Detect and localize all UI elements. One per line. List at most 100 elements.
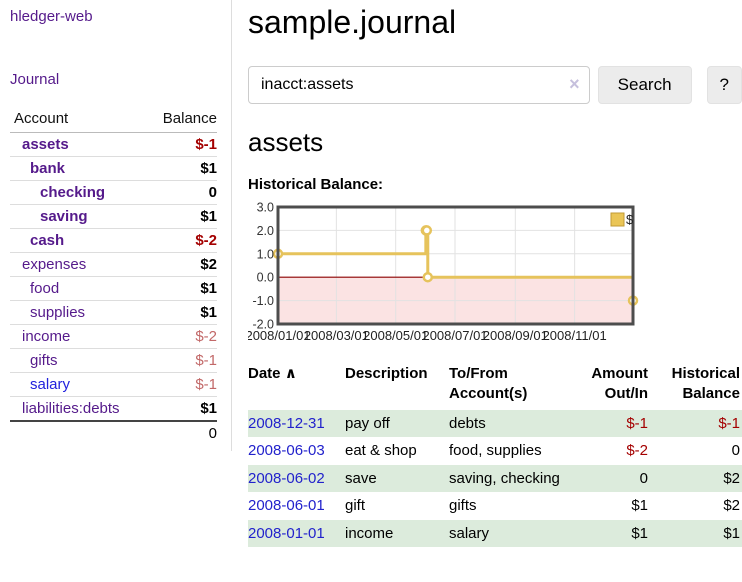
- account-row: liabilities:debts $1: [10, 396, 217, 421]
- account-link[interactable]: liabilities:debts: [22, 400, 120, 417]
- account-balance: $1: [145, 276, 217, 301]
- transaction-date-link[interactable]: 2008-01-01: [248, 524, 325, 542]
- register-header-balance: Historical Balance: [671, 365, 740, 403]
- transaction-accounts: salary: [449, 524, 490, 542]
- transaction-row: 2008-06-03 eat & shop food, supplies $-2…: [248, 437, 742, 465]
- transaction-row: 2008-12-31 pay off debts $-1 $-1: [248, 409, 742, 437]
- transaction-row: 2008-06-01 gift gifts $1 $2: [248, 492, 742, 520]
- account-balance: $-2: [145, 324, 217, 349]
- account-row: cash $-2: [10, 228, 217, 253]
- svg-text:-1.0: -1.0: [252, 294, 274, 308]
- account-balance: $-2: [145, 228, 217, 253]
- account-link[interactable]: expenses: [22, 256, 87, 273]
- register-header-accounts: To/From Account(s): [449, 365, 528, 403]
- transaction-accounts: food, supplies: [449, 442, 542, 459]
- accounts-total-spacer: [10, 420, 146, 445]
- account-row: saving $1: [10, 204, 217, 229]
- help-button[interactable]: ?: [706, 66, 742, 104]
- transaction-description: gift: [345, 497, 366, 514]
- account-row: assets $-1: [10, 133, 217, 157]
- account-balance: $1: [145, 204, 217, 229]
- transaction-description: eat & shop: [345, 442, 417, 459]
- account-link[interactable]: checking: [40, 184, 106, 201]
- transaction-description: save: [345, 469, 377, 487]
- svg-text:3.0: 3.0: [257, 202, 274, 215]
- account-link[interactable]: supplies: [30, 304, 86, 321]
- svg-text:2008/07/01: 2008/07/01: [422, 328, 487, 343]
- svg-text:2008/03/01: 2008/03/01: [304, 328, 369, 343]
- account-link[interactable]: saving: [40, 208, 88, 225]
- transaction-balance: $2: [723, 469, 740, 487]
- account-row: income $-2: [10, 324, 217, 349]
- register-header-row: Date ∧ Description To/From Account(s) Am…: [248, 361, 742, 410]
- accounts-header-balance: Balance: [145, 107, 217, 133]
- transaction-description: pay off: [345, 414, 390, 432]
- account-balance: $-1: [145, 372, 217, 397]
- account-row: bank $1: [10, 156, 217, 181]
- app-title-link[interactable]: hledger-web: [10, 8, 93, 25]
- account-link[interactable]: cash: [30, 232, 65, 249]
- account-balance: $2: [145, 252, 217, 277]
- sidebar-item-journal[interactable]: Journal: [10, 71, 60, 88]
- account-link[interactable]: assets: [22, 136, 69, 153]
- search-input[interactable]: [248, 66, 590, 104]
- transaction-date-link[interactable]: 2008-12-31: [248, 414, 325, 432]
- transaction-row: 2008-06-02 save saving, checking 0 $2: [248, 464, 742, 492]
- sort-asc-icon: ∧: [284, 365, 297, 382]
- transaction-balance: $-1: [718, 414, 740, 432]
- svg-text:2008/11/01: 2008/11/01: [543, 328, 607, 343]
- hledger-web-app: hledger-web Journal Account Balance asse…: [0, 0, 742, 547]
- transaction-date-link[interactable]: 2008-06-03: [248, 442, 325, 459]
- historical-balance-chart: $3.0 2.0 1.0 0.0 -1.0 -2.0 2008/01/01 2008/03/0…: [245, 201, 742, 348]
- transaction-date-link[interactable]: 2008-06-02: [248, 469, 325, 487]
- search-button[interactable]: Search: [597, 66, 692, 104]
- register-header-description: Description: [345, 365, 428, 382]
- account-row: gifts $-1: [10, 348, 217, 373]
- account-balance: $1: [145, 156, 217, 181]
- account-link[interactable]: gifts: [30, 352, 58, 369]
- accounts-table: Account Balance assets $-1 bank $1 check…: [10, 107, 217, 445]
- search-input-wrap: ×: [248, 66, 590, 104]
- accounts-header-row: Account Balance: [10, 107, 217, 133]
- transaction-balance: $2: [723, 497, 740, 514]
- transaction-balance: 0: [731, 442, 740, 459]
- clear-search-icon[interactable]: ×: [569, 74, 580, 94]
- search-form: × Search ?: [248, 66, 742, 104]
- transaction-amount: $-1: [626, 414, 648, 432]
- svg-text:2008/09/01: 2008/09/01: [483, 328, 548, 343]
- account-heading: assets: [248, 127, 324, 157]
- svg-text:2.0: 2.0: [257, 224, 274, 238]
- sidebar: hledger-web Journal Account Balance asse…: [0, 0, 232, 451]
- svg-text:2008/01/01: 2008/01/01: [248, 328, 311, 343]
- svg-text:-2.0: -2.0: [252, 318, 274, 332]
- transaction-accounts: debts: [449, 414, 486, 432]
- account-balance: $1: [145, 300, 217, 325]
- account-row: salary $-1: [10, 372, 217, 397]
- transaction-date-link[interactable]: 2008-06-01: [248, 497, 325, 514]
- account-row: supplies $1: [10, 300, 217, 325]
- account-link[interactable]: salary: [30, 376, 71, 393]
- account-row: checking 0: [10, 180, 217, 205]
- transaction-amount: 0: [639, 469, 648, 487]
- accounts-total-row: 0: [10, 420, 217, 445]
- transaction-amount: $1: [631, 524, 648, 542]
- account-row: food $1: [10, 276, 217, 301]
- account-balance: $-1: [195, 136, 217, 153]
- account-row: expenses $2: [10, 252, 217, 277]
- accounts-total-value: 0: [145, 420, 217, 445]
- account-link[interactable]: food: [30, 280, 60, 297]
- transaction-row: 2008-01-01 income salary $1 $1: [248, 519, 742, 547]
- chart-title: Historical Balance:: [248, 176, 384, 193]
- register-header-date[interactable]: Date ∧: [248, 361, 345, 410]
- account-link[interactable]: bank: [30, 160, 66, 177]
- transaction-accounts: gifts: [449, 497, 477, 514]
- svg-text:0.0: 0.0: [257, 271, 274, 285]
- date-header-label: Date: [248, 365, 281, 382]
- account-link[interactable]: income: [22, 328, 71, 345]
- transaction-description: income: [345, 524, 394, 542]
- transaction-amount: $1: [631, 497, 648, 514]
- transaction-amount: $-2: [626, 442, 648, 459]
- main-content: sample.journal × Search ? assets Histori…: [232, 0, 742, 547]
- page-title: sample.journal: [248, 4, 457, 40]
- transaction-accounts: saving, checking: [449, 469, 560, 487]
